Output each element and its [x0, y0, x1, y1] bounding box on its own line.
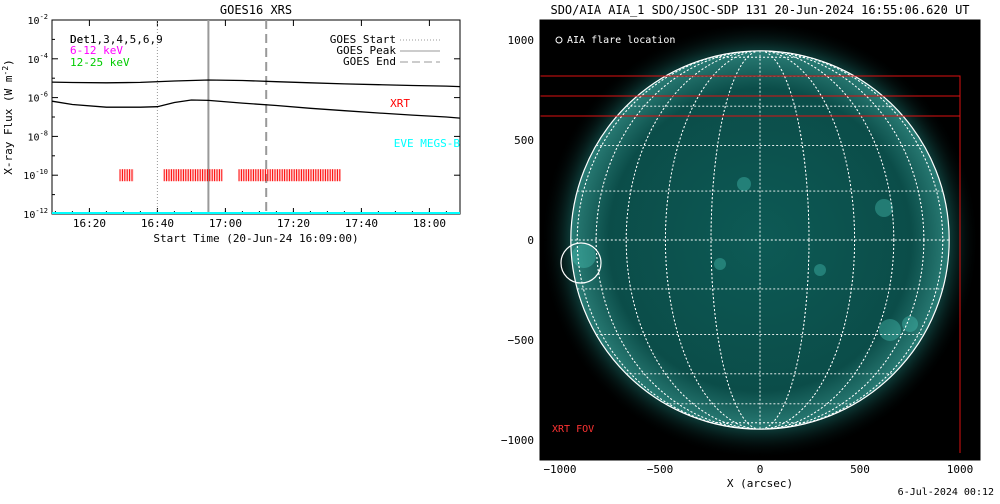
right-x-tick-label: 1000	[947, 463, 974, 476]
left-x-axis: 16:20 16:40 17:00 17:20 17:40 18:00	[54, 20, 447, 230]
xray-series-short	[51, 99, 461, 119]
left-y-tick-exponent: -4	[40, 52, 48, 60]
fov-label: XRT FOV	[552, 424, 594, 435]
active-region-glow	[737, 177, 751, 191]
generation-timestamp: 6-Jul-2024 00:12	[897, 487, 994, 498]
detector-label: Det	[70, 33, 90, 46]
left-y-tick-label: 10-6	[28, 91, 48, 105]
active-region-glow	[714, 258, 726, 270]
left-x-label: Start Time (20-Jun-24 16:09:00)	[153, 232, 358, 245]
right-x-label: X (arcsec)	[727, 477, 793, 490]
left-x-tick-label: 18:00	[413, 217, 446, 230]
left-x-tick-label: 16:40	[141, 217, 174, 230]
xray-series	[51, 79, 461, 119]
right-x-tick-label: −1000	[543, 463, 576, 476]
right-x-tick-label: −500	[647, 463, 674, 476]
longitude-line	[576, 50, 944, 430]
right-x-axis: −1000 −500 0 500 1000	[543, 453, 973, 476]
goes-markers	[156, 20, 268, 214]
left-chart-title: GOES16 XRS	[220, 3, 292, 17]
flare-legend-icon	[555, 36, 563, 44]
xrt-fov-boxes	[540, 75, 961, 460]
xrt-label: XRT	[390, 97, 410, 110]
eve-label: EVE MEGS-B	[394, 137, 461, 150]
left-y-tick-exponent: -2	[40, 13, 48, 21]
left-y-tick-label: 10-10	[23, 168, 48, 182]
legend-goes-end: GOES End	[343, 55, 396, 68]
active-region-glow	[902, 316, 918, 332]
left-y-tick-label: 10-2	[28, 13, 48, 27]
left-y-tick-label: 10-4	[28, 52, 48, 66]
left-y-tick-exponent: -6	[40, 91, 48, 99]
left-y-tick-exponent: -12	[35, 207, 48, 215]
xrt-intervals	[119, 169, 341, 182]
right-y-tick-label: −500	[508, 334, 535, 347]
right-plot-area	[540, 22, 978, 460]
left-y-label: X-ray Flux (W m-2)	[1, 59, 15, 175]
left-legend: GOES Start GOES Peak GOES End	[330, 33, 440, 68]
longitude-line	[710, 50, 810, 430]
active-region-glow	[875, 199, 893, 217]
left-y-label-end: )	[2, 59, 15, 66]
xray-series-long	[51, 79, 461, 88]
longitude-line	[625, 50, 895, 430]
left-x-tick-label: 17:00	[209, 217, 242, 230]
active-region-glow	[814, 264, 826, 276]
left-y-label-sup: -2	[1, 66, 10, 76]
active-region-glow	[572, 244, 596, 268]
left-y-axis: 10-12 10-10 10-8 10-6 10-4 10-2	[23, 13, 460, 221]
xrt-fov-box	[540, 75, 961, 460]
right-y-tick-label: 500	[514, 134, 534, 147]
flare-legend-label: AIA flare location	[567, 35, 675, 46]
left-y-tick-exponent: -8	[40, 129, 48, 137]
flare-location-marker	[560, 242, 602, 284]
band-6-12-label: 6-12 keV	[70, 44, 123, 57]
detector-list-label: Det1,3,4,5,6,9	[70, 33, 163, 46]
active-region-glow	[879, 319, 901, 341]
legend-goes-start: GOES Start	[330, 33, 396, 46]
left-plot-area: 10-12 10-10 10-8 10-6 10-4 10-2 16:20 16:40 17:…	[23, 13, 461, 230]
right-y-axis: −1000 −500 0 500 1000	[501, 34, 547, 447]
left-y-tick-label: 10-12	[23, 207, 48, 221]
left-x-tick-label: 17:40	[345, 217, 378, 230]
right-y-tick-label: −1000	[501, 434, 534, 447]
left-y-label-text: X-ray Flux (W m	[2, 75, 15, 175]
heliographic-grid	[570, 50, 950, 430]
left-y-tick-label: 10-8	[28, 129, 48, 143]
longitude-line	[664, 50, 856, 430]
left-y-tick-exponent: -10	[35, 168, 48, 176]
right-x-tick-label: 0	[757, 463, 764, 476]
right-chart-title: SDO/AIA AIA_1 SDO/JSOC-SDP 131 20-Jun-20…	[550, 3, 969, 17]
right-x-tick-label: 500	[850, 463, 870, 476]
solar-limb	[570, 50, 950, 430]
left-x-tick-label: 17:20	[277, 217, 310, 230]
band-12-25-label: 12-25 keV	[70, 56, 130, 69]
right-y-tick-label: 1000	[508, 34, 535, 47]
xrt-fov-box	[540, 95, 961, 117]
legend-goes-peak: GOES Peak	[336, 44, 396, 57]
right-y-tick-label: 0	[527, 234, 534, 247]
left-x-tick-label: 16:20	[73, 217, 106, 230]
active-regions	[572, 177, 918, 341]
